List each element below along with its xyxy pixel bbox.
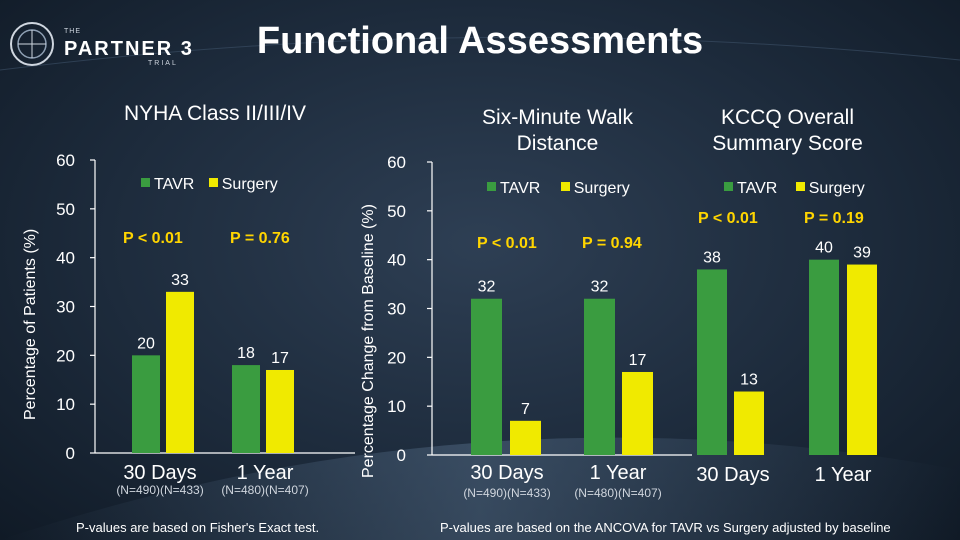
legend-swatch-surgery	[795, 182, 805, 191]
chart-title-nyha: NYHA Class II/III/IV	[123, 102, 307, 125]
footnote-ancova: P-values are based on the ANCOVA for TAV…	[440, 520, 891, 535]
x-sublabel-6mwd-1year: (N=480)(N=407)	[574, 486, 662, 500]
footnote-fisher: P-values are based on Fisher's Exact tes…	[76, 520, 320, 535]
chart-title-kccq: KCCQ Overall Summary Score	[712, 106, 863, 155]
x-category-nyha-30days: 30 Days	[123, 462, 197, 484]
legend-nyha: TAVR Surgery	[141, 176, 278, 194]
legend-swatch-tavr	[487, 182, 496, 191]
legend-label-surgery: Surgery	[573, 180, 630, 197]
y-axis-label-left: Percentage of Patients (%)	[22, 228, 39, 420]
legend-kccq: TAVR Surgery	[724, 180, 865, 198]
pvalue-6mwd-1year: P = 0.94	[582, 235, 642, 252]
legend-swatch-surgery	[560, 182, 570, 191]
partner-3-logo: THE PARTNER 3 TRIAL	[8, 16, 198, 72]
legend-swatch-surgery	[208, 178, 218, 187]
legend-6mwd: TAVR Surgery	[487, 180, 630, 198]
x-category-kccq-30days: 30 Days	[696, 464, 770, 486]
legend-swatch-tavr	[724, 182, 733, 191]
x-sublabel-6mwd-30days: (N=490)(N=433)	[463, 486, 551, 500]
pvalue-nyha-1year: P = 0.76	[230, 230, 290, 247]
pvalue-6mwd-30days: P < 0.01	[477, 235, 537, 252]
legend-swatch-tavr	[141, 178, 150, 187]
x-category-6mwd-1year: 1 Year	[589, 462, 647, 484]
heart-valve-icon	[10, 22, 54, 66]
page-title: Functional Assessments	[256, 20, 704, 62]
logo-text-trial: TRIAL	[148, 60, 178, 67]
x-category-nyha-1year: 1 Year	[236, 462, 294, 484]
pvalue-kccq-30days: P < 0.01	[698, 210, 758, 227]
legend-label-tavr: TAVR	[737, 180, 778, 197]
pvalue-kccq-1year: P = 0.19	[804, 210, 864, 227]
x-category-6mwd-30days: 30 Days	[470, 462, 544, 484]
logo-text-the: THE	[64, 28, 81, 35]
y-axis-label-middle: Percentage Change from Baseline (%)	[360, 204, 377, 478]
legend-label-tavr: TAVR	[154, 176, 195, 193]
x-sublabel-nyha-1year: (N=480)(N=407)	[221, 483, 309, 497]
legend-label-surgery: Surgery	[808, 180, 865, 197]
chart-title-6mwd: Six-Minute Walk Distance	[482, 106, 633, 155]
logo-text-partner: PARTNER 3	[64, 38, 194, 60]
x-sublabel-nyha-30days: (N=490)(N=433)	[116, 483, 204, 497]
pvalue-nyha-30days: P < 0.01	[123, 230, 183, 247]
legend-label-tavr: TAVR	[500, 180, 541, 197]
legend-label-surgery: Surgery	[221, 176, 278, 193]
x-category-kccq-1year: 1 Year	[814, 464, 872, 486]
